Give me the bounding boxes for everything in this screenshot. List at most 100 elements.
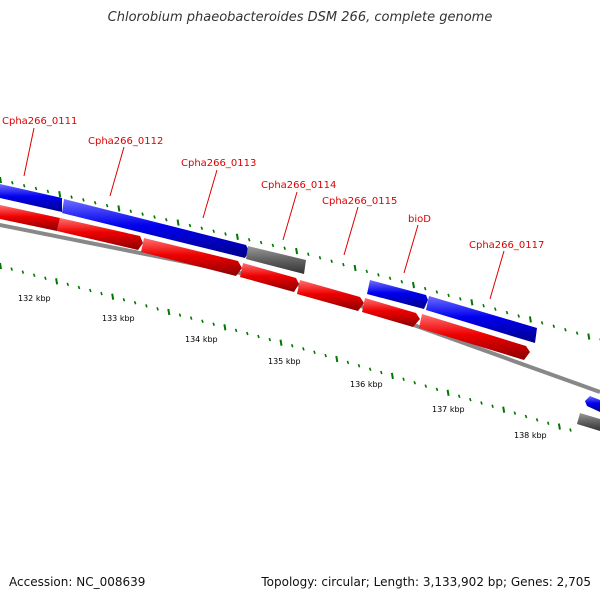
- outer-track-minor-tick: [540, 321, 544, 325]
- outer-track-minor-tick: [22, 183, 26, 188]
- outer-track-minor-tick: [153, 215, 156, 219]
- inner-track-minor-tick: [480, 401, 483, 405]
- inner-track-major-tick: [502, 406, 506, 413]
- inner-track-minor-tick: [189, 316, 193, 320]
- inner-track-major-tick: [335, 355, 339, 363]
- outer-track-minor-tick: [318, 255, 322, 260]
- gene-label-leaders: [23, 127, 505, 300]
- inner-track-minor-tick: [469, 397, 472, 402]
- gene-forward-cpha266-0111[interactable]: [0, 184, 62, 212]
- outer-track-major-tick: [412, 281, 415, 289]
- inner-track-minor-tick: [513, 411, 517, 415]
- leader-cpha266-0114: [282, 191, 298, 241]
- gene-reverse-left[interactable]: [0, 205, 60, 231]
- inner-track-minor-tick: [357, 364, 361, 368]
- outer-track-minor-tick: [34, 186, 38, 191]
- inner-track-minor-tick: [435, 387, 439, 392]
- outer-track-minor-tick: [188, 223, 192, 228]
- inner-track-minor-tick: [569, 428, 572, 432]
- outer-track-minor-tick: [365, 269, 369, 274]
- scale-label-134kbp: 134 kbp: [185, 335, 218, 344]
- inner-track-minor-tick: [201, 319, 204, 323]
- gene-forward-partial-right[interactable]: [585, 396, 600, 412]
- gene-label-cpha266-0112: Cpha266_0112: [88, 136, 163, 147]
- outer-track-minor-tick: [259, 240, 263, 245]
- outer-track-major-tick: [0, 176, 2, 184]
- outer-track-major-tick: [235, 233, 239, 240]
- inner-track-minor-tick: [246, 331, 249, 336]
- gene-reverse-6[interactable]: [362, 298, 420, 327]
- inner-track-minor-tick: [156, 307, 159, 311]
- scale-label-135kbp: 135 kbp: [268, 357, 301, 366]
- inner-track-minor-tick: [100, 291, 103, 296]
- outer-track-minor-tick: [307, 252, 310, 257]
- inner-track-minor-tick: [302, 347, 305, 351]
- scale-label-136kbp: 136 kbp: [350, 380, 383, 389]
- gene-reverse-7[interactable]: [419, 314, 530, 360]
- inner-track-minor-tick: [546, 421, 550, 425]
- gene-other-grey-right[interactable]: [577, 413, 600, 431]
- outer-track-major-tick: [117, 205, 121, 212]
- inner-track-minor-tick: [268, 337, 272, 342]
- outer-track-minor-tick: [423, 286, 427, 291]
- gene-label-cpha266-0117: Cpha266_0117: [469, 240, 544, 251]
- outer-track-minor-tick: [200, 226, 204, 231]
- inner-track-minor-tick: [290, 343, 294, 348]
- inner-track-major-tick: [557, 423, 561, 430]
- inner-track-minor-tick: [368, 367, 372, 371]
- inner-track-minor-tick: [346, 360, 350, 365]
- inner-track-minor-tick: [178, 313, 182, 317]
- gene-forward-cpha266-0112-0113[interactable]: [62, 199, 249, 258]
- gene-other-grey[interactable]: [246, 246, 306, 274]
- scale-label-138kbp: 138 kbp: [514, 431, 547, 440]
- inner-track-major-tick: [0, 262, 2, 270]
- scale-label-137kbp: 137 kbp: [432, 405, 465, 414]
- gene-forward-cpha266-0117[interactable]: [426, 296, 537, 343]
- outer-track-minor-tick: [482, 303, 485, 308]
- inner-track-minor-tick: [89, 288, 92, 293]
- outer-track-minor-tick: [377, 273, 380, 277]
- inner-track-minor-tick: [32, 273, 36, 277]
- scale-label-133kbp: 133 kbp: [102, 314, 135, 323]
- outer-track-minor-tick: [494, 307, 497, 311]
- gene-label-cpha266-0113: Cpha266_0113: [181, 158, 256, 169]
- inner-track-minor-tick: [535, 418, 539, 422]
- gene-label-cpha266-0114: Cpha266_0114: [261, 180, 336, 191]
- outer-track-minor-tick: [459, 297, 462, 301]
- inner-track-minor-tick: [133, 301, 137, 305]
- gene-reverse-3[interactable]: [141, 238, 242, 276]
- inner-track-major-tick: [111, 293, 115, 300]
- leader-biod: [403, 224, 419, 274]
- gene-reverse-4[interactable]: [240, 263, 299, 292]
- outer-track-minor-tick: [129, 209, 133, 214]
- outer-track-minor-tick: [447, 293, 450, 298]
- outer-track-minor-tick: [247, 237, 251, 242]
- inner-track-minor-tick: [21, 270, 25, 274]
- scale-label-132kbp: 132 kbp: [18, 294, 51, 303]
- outer-track-minor-tick: [70, 195, 73, 199]
- outer-track-minor-tick: [400, 279, 404, 284]
- outer-track-minor-tick: [46, 189, 50, 194]
- outer-track-minor-tick: [575, 331, 579, 335]
- outer-track-major-tick: [587, 333, 591, 340]
- map-title: Chlorobium phaeobacteroides DSM 266, com…: [107, 10, 493, 25]
- inner-track-minor-tick: [413, 380, 416, 385]
- outer-track-major-tick: [58, 191, 62, 198]
- accession-text: Accession: NC_008639: [9, 575, 146, 589]
- inner-track-minor-tick: [122, 297, 126, 302]
- outer-track-major-tick: [176, 219, 180, 226]
- inner-track-minor-tick: [77, 285, 81, 290]
- gene-reverse-2[interactable]: [57, 218, 143, 250]
- gene-forward-biod[interactable]: [367, 280, 428, 309]
- gene-reverse-5[interactable]: [297, 280, 364, 311]
- inner-track-minor-tick: [145, 304, 148, 308]
- leader-cpha266-0112: [109, 146, 125, 197]
- gene-label-cpha266-0111: Cpha266_0111: [2, 116, 77, 127]
- outer-track-minor-tick: [283, 246, 286, 250]
- outer-track-minor-tick: [165, 218, 168, 222]
- outer-track-minor-tick: [388, 276, 392, 281]
- inner-track-minor-tick: [524, 414, 528, 419]
- inner-track-minor-tick: [313, 350, 316, 355]
- inner-track-minor-tick: [234, 328, 238, 333]
